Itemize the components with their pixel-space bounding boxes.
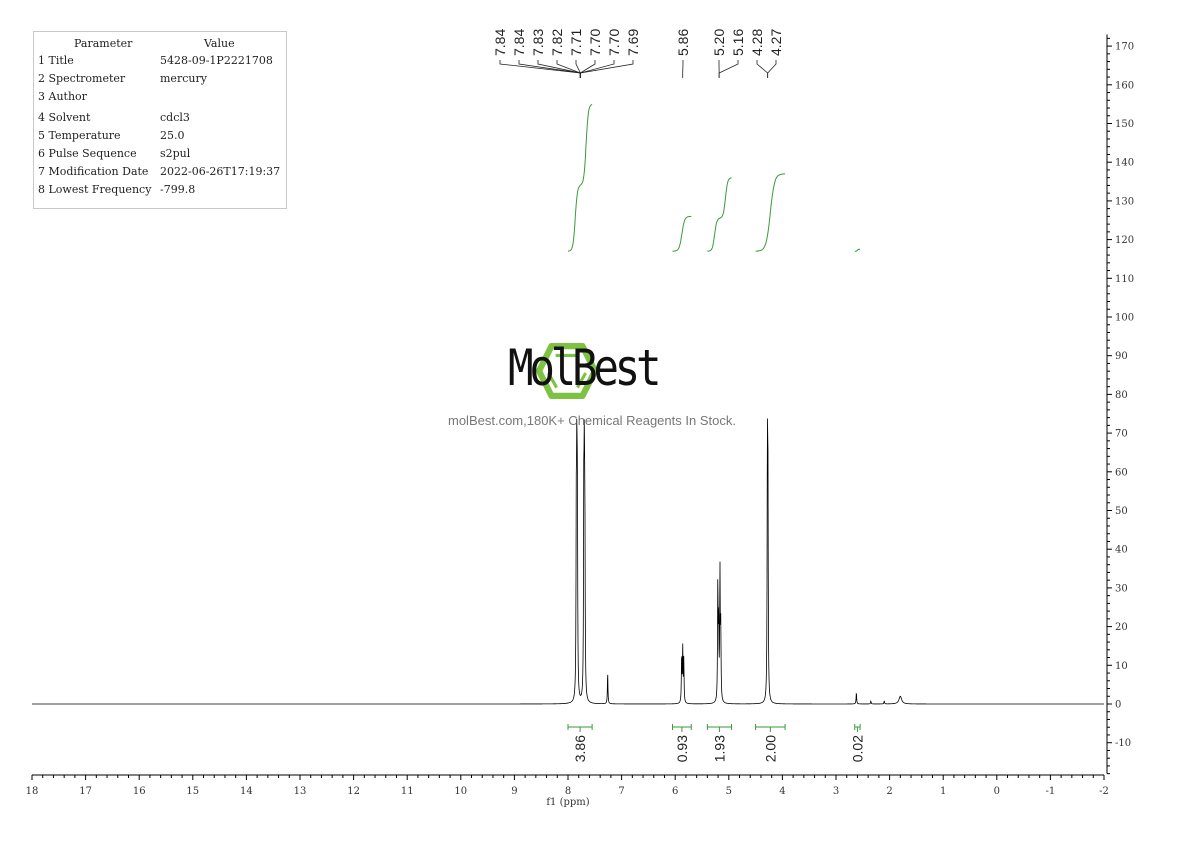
integral-value: 1.93 — [711, 735, 727, 762]
peak-label-connector — [579, 60, 634, 78]
peak-label-connector — [718, 60, 739, 78]
param-header-value: Value — [204, 37, 235, 50]
param-name: 3 Author — [38, 90, 87, 103]
peak-label: 7.70 — [587, 29, 603, 56]
x-tick-label: -2 — [1099, 786, 1109, 797]
peak-label-connector — [756, 60, 769, 78]
x-axis-label: f1 (ppm) — [546, 797, 589, 808]
peak-label: 5.86 — [675, 29, 691, 56]
x-tick-label: 9 — [511, 786, 517, 797]
spectrum-line — [32, 418, 1104, 705]
y-tick-label: 40 — [1115, 545, 1128, 556]
y-tick-label: 30 — [1115, 583, 1128, 594]
param-header-name: Parameter — [74, 37, 133, 50]
x-tick-label: 2 — [886, 786, 892, 797]
x-tick-label: 15 — [186, 786, 199, 797]
y-tick-label: -10 — [1115, 738, 1131, 749]
y-tick-label: 20 — [1115, 622, 1128, 633]
integral-value: 2.00 — [762, 735, 778, 762]
integral-curve — [755, 173, 786, 252]
peak-label-connector — [518, 60, 581, 78]
integral-value: 0.02 — [849, 735, 865, 762]
parameter-table: Parameter Value 1 Title 5428-09-1P2221708… — [33, 31, 287, 209]
y-tick-label: 130 — [1115, 196, 1134, 207]
param-name: 2 Spectrometer — [38, 72, 126, 85]
molbest-logo-text: MolBest — [508, 339, 662, 397]
x-tick-label: 11 — [401, 786, 414, 797]
peak-label: 7.69 — [625, 29, 641, 56]
y-tick-label: 170 — [1115, 42, 1134, 53]
watermark-tagline: molBest.com,180K+ Chemical Reagents In S… — [448, 413, 736, 428]
y-tick-label: 140 — [1115, 158, 1134, 169]
y-tick-label: 110 — [1115, 274, 1134, 285]
param-value: 25.0 — [160, 129, 185, 142]
param-value: 5428-09-1P2221708 — [160, 54, 273, 67]
peak-label-connector — [767, 60, 777, 78]
param-name: 6 Pulse Sequence — [38, 147, 137, 160]
peak-label-connector — [499, 60, 581, 78]
peak-label-connector — [575, 60, 581, 78]
x-tick-label: 13 — [294, 786, 307, 797]
param-value: cdcl3 — [160, 111, 190, 124]
integral-curve — [568, 104, 593, 252]
param-name: 7 Modification Date — [38, 165, 149, 178]
integral-value: 0.93 — [674, 735, 690, 762]
x-tick-label: 18 — [26, 786, 39, 797]
y-tick-label: 60 — [1115, 467, 1128, 478]
peak-label: 7.70 — [606, 29, 622, 56]
param-value: -799.8 — [160, 183, 196, 196]
peak-label: 7.82 — [549, 29, 565, 56]
param-value: s2pul — [160, 147, 191, 160]
param-name: 5 Temperature — [38, 129, 121, 142]
param-value: 2022-06-26T17:19:37 — [160, 165, 281, 178]
y-tick-label: 50 — [1115, 506, 1128, 517]
peak-label: 5.16 — [730, 29, 746, 56]
x-tick-label: 8 — [565, 786, 571, 797]
y-tick-label: 10 — [1115, 661, 1128, 672]
x-tick-label: -1 — [1046, 786, 1056, 797]
peak-label: 7.84 — [511, 29, 527, 56]
param-name: 4 Solvent — [38, 111, 91, 124]
param-name: 1 Title — [38, 54, 74, 67]
integral-value: 3.86 — [572, 735, 588, 762]
x-tick-label: 3 — [833, 786, 839, 797]
peak-label: 7.71 — [568, 29, 584, 56]
x-tick-label: 5 — [726, 786, 732, 797]
x-tick-label: 4 — [779, 786, 785, 797]
y-tick-label: 70 — [1115, 429, 1128, 440]
y-tick-label: 150 — [1115, 119, 1134, 130]
param-value: mercury — [160, 72, 207, 85]
y-tick-label: 100 — [1115, 313, 1134, 324]
molbest-logo-icon — [535, 343, 599, 399]
peak-label: 7.83 — [530, 29, 546, 56]
x-tick-label: 12 — [347, 786, 360, 797]
x-tick-label: 7 — [618, 786, 624, 797]
x-tick-label: 6 — [672, 786, 678, 797]
peak-label: 7.84 — [492, 29, 508, 56]
peak-label: 4.27 — [768, 29, 784, 56]
param-name: 8 Lowest Frequency — [38, 183, 152, 196]
peak-label-connector — [579, 60, 615, 78]
peak-label: 4.28 — [749, 29, 765, 56]
integral-curve — [672, 215, 692, 252]
y-tick-label: 80 — [1115, 390, 1128, 401]
x-tick-label: 16 — [133, 786, 146, 797]
integral-curve — [854, 248, 861, 252]
y-tick-label: 160 — [1115, 80, 1134, 91]
x-tick-label: 0 — [994, 786, 1000, 797]
x-tick-label: 17 — [79, 786, 92, 797]
peak-label: 5.20 — [711, 29, 727, 56]
y-tick-label: 90 — [1115, 351, 1128, 362]
y-tick-label: 120 — [1115, 235, 1134, 246]
peak-label-connector — [579, 60, 596, 78]
y-tick-label: 0 — [1115, 700, 1121, 711]
x-tick-label: 10 — [454, 786, 467, 797]
integral-curve — [707, 177, 732, 252]
x-tick-label: 1 — [940, 786, 946, 797]
x-tick-label: 14 — [240, 786, 253, 797]
